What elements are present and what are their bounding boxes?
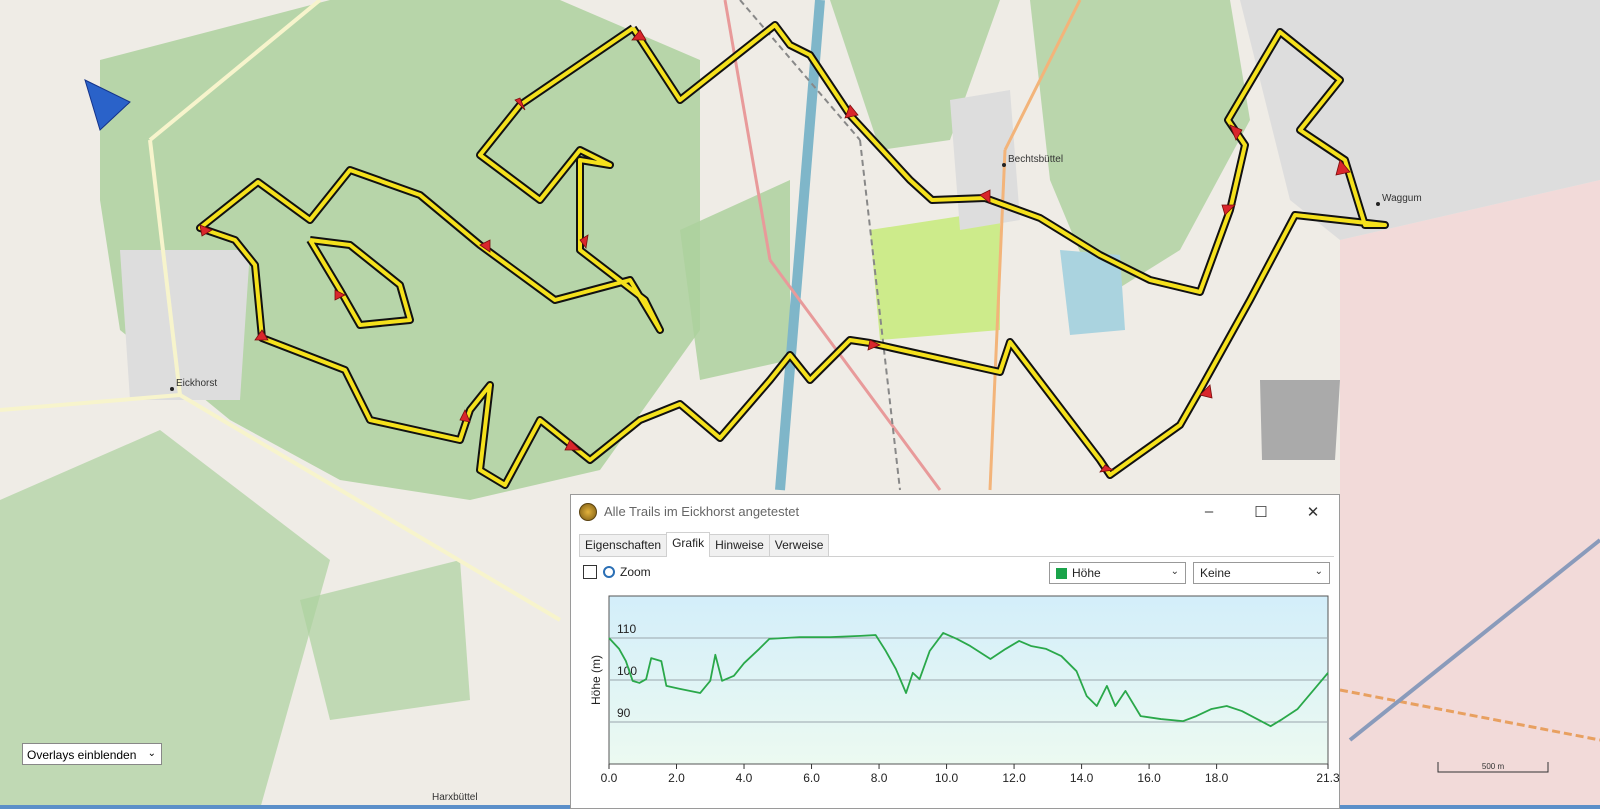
elevation-chart: Höhe (m) 90 100 110 0.0 2.0 4.0 6.0 8.0 10.0 12.0… — [589, 595, 1340, 785]
y-tick-label: 100 — [617, 664, 637, 678]
x-tick-label: 10.0 — [935, 771, 959, 785]
track[interactable] — [196, 21, 1389, 489]
tab[interactable]: Eigenschaften — [579, 534, 668, 556]
measure-dropdown[interactable]: Höhe ⌄ — [1049, 562, 1186, 584]
zoom-checkbox[interactable] — [583, 565, 597, 579]
x-tick-label: 18.0 — [1205, 771, 1229, 785]
scale-label: 500 m — [1482, 762, 1505, 771]
x-tick-label: 16.0 — [1137, 771, 1161, 785]
zoom-label: Zoom — [620, 565, 651, 579]
place-label: Eickhorst — [176, 378, 217, 389]
overlay-text: Overlays einblenden — [27, 748, 137, 762]
place-label: Harxbüttel — [432, 792, 478, 803]
secondary-dropdown[interactable]: Keine ⌄ — [1193, 562, 1330, 584]
x-tick-label: 14.0 — [1070, 771, 1094, 785]
x-tick-label: 21.3 — [1316, 771, 1340, 785]
y-tick-label: 110 — [617, 622, 636, 636]
place-label: Bechtsbüttel — [1008, 154, 1063, 165]
window-title: Alle Trails im Eickhorst angetestet — [604, 504, 800, 519]
track-arrows — [199, 29, 1351, 473]
maximize-button[interactable]: ☐ — [1254, 503, 1268, 521]
secondary-text: Keine — [1200, 566, 1231, 580]
x-tick-label: 8.0 — [871, 771, 888, 785]
minimize-button[interactable]: – — [1204, 503, 1214, 520]
measure-text: Höhe — [1072, 566, 1101, 580]
x-tick-label: 0.0 — [601, 771, 618, 785]
tab[interactable]: Grafik — [666, 532, 711, 558]
tabs: Eigenschaften Grafik Hinweise Verweise — [579, 532, 1334, 558]
elevation-line — [608, 632, 1329, 728]
y-axis-label: Höhe (m) — [589, 655, 603, 705]
x-tick-label: 2.0 — [668, 771, 685, 785]
y-tick-label: 90 — [617, 706, 631, 720]
tab[interactable]: Hinweise — [709, 534, 770, 556]
tab[interactable]: Verweise — [768, 534, 830, 556]
x-tick-label: 4.0 — [736, 771, 753, 785]
x-tick-label: 12.0 — [1002, 771, 1026, 785]
title-bar: Alle Trails im Eickhorst angetestet – ☐ … — [571, 495, 1339, 528]
place-label: Waggum — [1382, 193, 1422, 204]
close-button[interactable]: ✕ — [1306, 503, 1320, 521]
x-tick-label: 6.0 — [803, 771, 820, 785]
overlay-dropdown[interactable]: Overlays einblenden ⌄ — [22, 743, 162, 765]
